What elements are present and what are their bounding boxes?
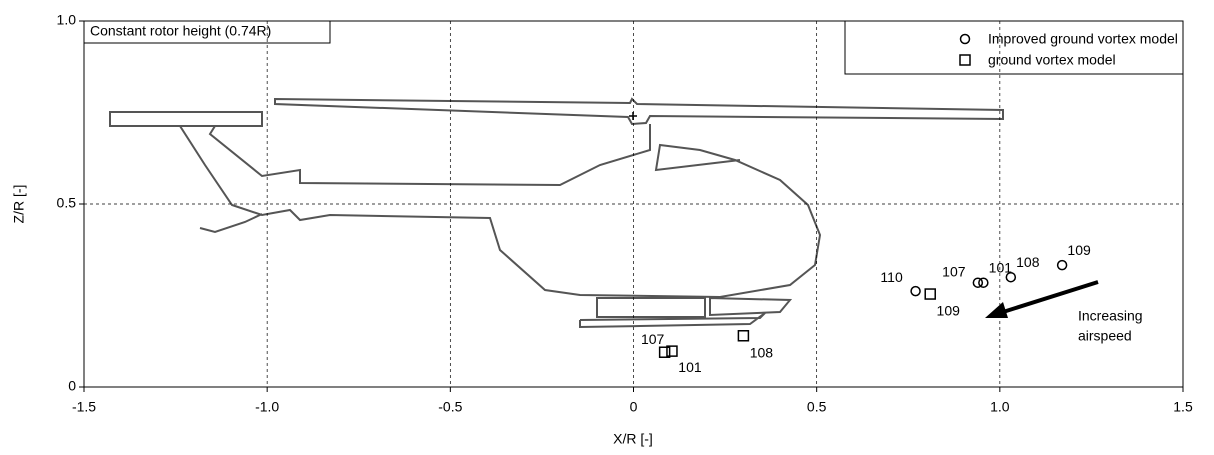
legend-label: Improved ground vortex model (988, 31, 1178, 47)
x-tick-label: 0.5 (807, 399, 827, 415)
marker (924, 288, 936, 300)
chart-title: Constant rotor height (0.74R) (90, 23, 271, 39)
marker (1056, 259, 1068, 271)
x-tick-label: 0 (630, 399, 638, 415)
point-label: 108 (1016, 254, 1040, 270)
y-axis-label: Z/R [-] (11, 185, 27, 224)
marker (1005, 271, 1017, 283)
arrow-head (985, 302, 1008, 318)
point-label: 107 (641, 331, 665, 347)
x-tick-label: 1.0 (990, 399, 1010, 415)
legend-box (844, 20, 1184, 75)
y-tick-label: 0 (68, 378, 76, 394)
title-box (83, 20, 331, 44)
point-label: 101 (678, 359, 702, 375)
y-tick-label: 1.0 (57, 12, 77, 28)
point-label: 108 (750, 344, 774, 360)
x-axis-label: X/R [-] (613, 431, 653, 447)
marker (959, 33, 971, 45)
helicopter-outline (109, 97, 1004, 329)
point-label: 110 (880, 269, 903, 285)
rotor-hub (629, 112, 637, 120)
marker (658, 346, 671, 358)
marker (737, 330, 750, 342)
marker (959, 54, 971, 66)
x-tick-label: -0.5 (438, 399, 462, 415)
point-label: 107 (942, 263, 966, 279)
arrow-shaft (1002, 280, 1099, 314)
marker (972, 277, 984, 288)
legend-label: ground vortex model (988, 52, 1116, 68)
marker (666, 345, 678, 357)
y-tick-label: 0.5 (57, 195, 77, 211)
point-label: 109 (1067, 242, 1091, 258)
annotation: Increasing (1078, 308, 1143, 324)
annotation: airspeed (1078, 328, 1132, 344)
point-label: 109 (937, 303, 961, 319)
point-label: 101 (989, 259, 1013, 275)
x-tick-label: -1.0 (255, 399, 279, 415)
marker (910, 285, 921, 297)
marker (978, 277, 989, 288)
x-tick-label: 1.5 (1173, 399, 1193, 415)
x-tick-label: -1.5 (72, 399, 96, 415)
